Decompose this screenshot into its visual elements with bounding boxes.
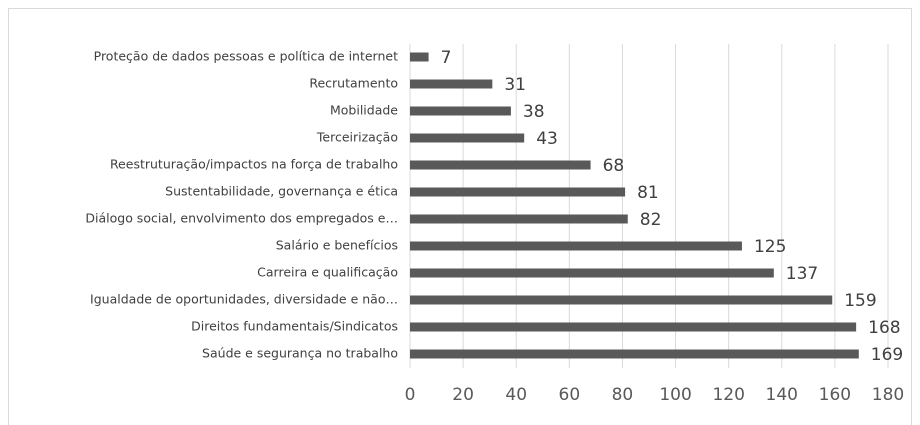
bar [410, 133, 525, 143]
y-tick-label: Terceirização [316, 130, 398, 145]
y-tick-label: Proteção de dados pessoas e política de … [94, 49, 398, 64]
x-tick-label: 120 [712, 385, 744, 405]
value-label: 81 [637, 183, 659, 203]
y-tick-label: Igualdade de oportunidades, diversidade … [90, 292, 398, 307]
bar [410, 241, 742, 251]
bar [410, 160, 591, 170]
x-tick-label: 140 [766, 385, 798, 405]
value-label: 159 [844, 291, 876, 311]
y-tick-label: Salário e benefícios [276, 238, 398, 253]
value-label: 7 [441, 48, 452, 68]
value-label: 68 [603, 156, 625, 176]
bar [410, 349, 859, 359]
bar [410, 79, 493, 89]
x-tick-label: 160 [819, 385, 851, 405]
value-label: 125 [754, 237, 786, 257]
x-tick-label: 80 [612, 385, 634, 405]
y-tick-label: Carreira e qualificação [257, 265, 398, 280]
x-tick-label: 20 [452, 385, 474, 405]
x-tick-label: 60 [559, 385, 581, 405]
value-label: 168 [868, 318, 900, 338]
x-tick-label: 100 [659, 385, 691, 405]
bar [410, 322, 857, 332]
value-label: 43 [536, 129, 558, 149]
bar [410, 106, 511, 116]
y-tick-label: Direitos fundamentais/Sindicatos [191, 319, 398, 334]
y-tick-label: Reestruturação/impactos na força de trab… [110, 157, 398, 172]
bar [410, 214, 628, 224]
value-label: 169 [871, 345, 903, 365]
y-tick-label: Sustentabilidade, governança e ética [165, 184, 398, 199]
bar [410, 52, 429, 62]
y-tick-label: Diálogo social, envolvimento dos emprega… [85, 211, 398, 226]
x-tick-label: 0 [405, 385, 416, 405]
bar [410, 187, 626, 197]
value-label: 38 [523, 102, 545, 122]
y-tick-label: Saúde e segurança no trabalho [202, 346, 398, 361]
y-tick-label: Recrutamento [309, 76, 398, 91]
y-tick-label: Mobilidade [330, 103, 398, 118]
value-label: 137 [786, 264, 818, 284]
bar [410, 295, 833, 305]
value-label: 31 [504, 75, 526, 95]
bar [410, 268, 774, 278]
x-tick-label: 40 [505, 385, 527, 405]
x-tick-label: 180 [872, 385, 904, 405]
value-label: 82 [640, 210, 662, 230]
